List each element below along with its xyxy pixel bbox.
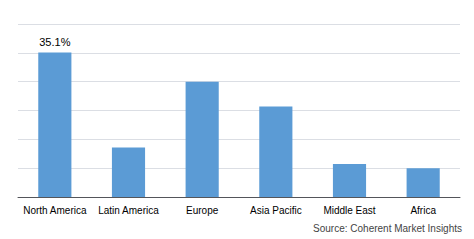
svg-text:North America: North America	[23, 205, 87, 216]
svg-text:Asia Pacific: Asia Pacific	[250, 205, 302, 216]
svg-text:Middle East: Middle East	[323, 205, 375, 216]
svg-text:Source: Coherent Market Insigh: Source: Coherent Market Insights	[313, 223, 462, 234]
svg-text:35.1%: 35.1%	[39, 36, 70, 48]
svg-text:Africa: Africa	[410, 205, 436, 216]
svg-text:Latin America: Latin America	[98, 205, 159, 216]
svg-text:Europe: Europe	[186, 205, 219, 216]
